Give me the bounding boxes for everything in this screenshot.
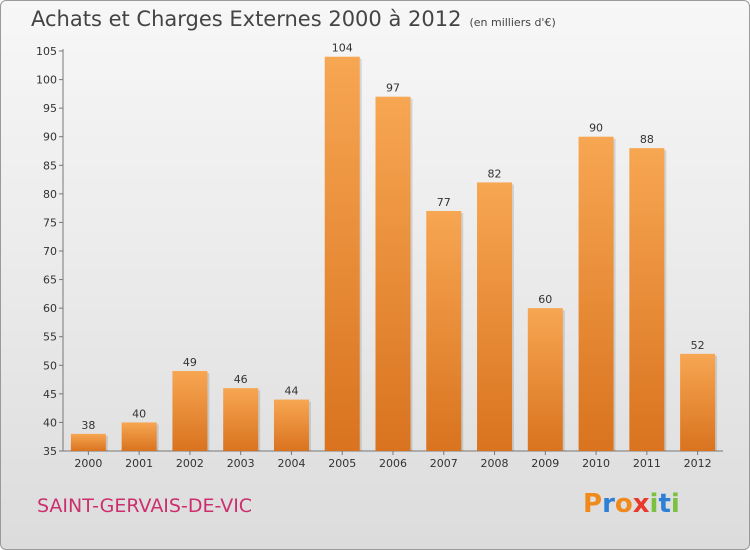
logo-letter: t — [658, 489, 671, 519]
logo-letter: r — [602, 489, 615, 519]
value-label-2005: 104 — [332, 42, 353, 55]
bar-2007 — [426, 211, 462, 451]
y-tick-label: 40 — [43, 416, 57, 429]
x-tick-label-2008: 2008 — [481, 457, 509, 470]
y-tick-label: 105 — [36, 45, 57, 58]
bar-2002 — [172, 371, 208, 451]
y-tick-label: 80 — [43, 188, 57, 201]
logo-letter: i — [649, 489, 659, 519]
x-tick-label-2009: 2009 — [531, 457, 559, 470]
value-label-2003: 46 — [234, 373, 248, 386]
bar-2005 — [324, 56, 360, 451]
y-tick-label: 100 — [36, 74, 57, 87]
x-tick-label-2005: 2005 — [328, 457, 356, 470]
x-tick-label-2004: 2004 — [277, 457, 305, 470]
y-tick-label: 70 — [43, 245, 57, 258]
x-tick-label-2012: 2012 — [684, 457, 712, 470]
x-tick-label-2011: 2011 — [633, 457, 661, 470]
value-label-2004: 44 — [284, 385, 298, 398]
bars-group — [70, 56, 718, 451]
value-label-2009: 60 — [538, 293, 552, 306]
y-tick-label: 65 — [43, 274, 57, 287]
y-tick-label: 95 — [43, 102, 57, 115]
logo-letter: i — [670, 489, 680, 519]
labels-group: 38 40 49 46 44 104 97 77 82 60 90 88 52 — [81, 42, 704, 432]
bar-2009 — [527, 308, 563, 451]
bar-2003 — [223, 388, 259, 451]
bar-2004 — [273, 399, 309, 451]
x-tick-label-2002: 2002 — [176, 457, 204, 470]
value-label-2002: 49 — [183, 356, 197, 369]
logo-letter: P — [583, 489, 603, 519]
y-tick-label: 60 — [43, 302, 57, 315]
x-tick-label-2001: 2001 — [125, 457, 153, 470]
y-tick-label: 90 — [43, 131, 57, 144]
bar-2012 — [680, 353, 716, 451]
chart-title-text: Achats et Charges Externes 2000 à 2012 — [31, 7, 462, 31]
value-label-2011: 88 — [640, 133, 654, 146]
commune-name: SAINT-GERVAIS-DE-VIC — [37, 495, 253, 517]
value-label-2012: 52 — [691, 339, 705, 352]
y-tick-label: 50 — [43, 359, 57, 372]
y-tick-label: 55 — [43, 331, 57, 344]
x-tick-label-2010: 2010 — [582, 457, 610, 470]
y-tick-label: 85 — [43, 159, 57, 172]
bar-2000 — [70, 433, 106, 451]
y-tick-label: 75 — [43, 216, 57, 229]
value-label-2010: 90 — [589, 122, 603, 135]
value-label-2001: 40 — [132, 407, 146, 420]
value-label-2000: 38 — [81, 419, 95, 432]
bar-2008 — [477, 182, 513, 451]
logo-letter: o — [614, 489, 633, 519]
y-tick-label: 45 — [43, 388, 57, 401]
proxiti-logo: Proxiti — [583, 489, 680, 519]
x-tick-label-2000: 2000 — [74, 457, 102, 470]
y-tick-label: 35 — [43, 445, 57, 458]
bar-2006 — [375, 96, 411, 451]
bar-2001 — [121, 422, 157, 451]
x-tick-label-2003: 2003 — [227, 457, 255, 470]
x-tick-label-2007: 2007 — [430, 457, 458, 470]
bar-2011 — [629, 148, 665, 451]
logo-letter: x — [632, 489, 650, 519]
axes: 35 40 45 50 55 60 65 70 75 80 85 90 95 100 105 2000 2001… — [36, 45, 723, 470]
value-label-2006: 97 — [386, 82, 400, 95]
value-label-2007: 77 — [437, 196, 451, 209]
chart-title: Achats et Charges Externes 2000 à 2012 (e… — [31, 7, 556, 31]
bar-2010 — [578, 136, 614, 451]
value-label-2008: 82 — [488, 167, 502, 180]
chart-subtitle: (en milliers d'€) — [469, 16, 556, 29]
x-tick-label-2006: 2006 — [379, 457, 407, 470]
